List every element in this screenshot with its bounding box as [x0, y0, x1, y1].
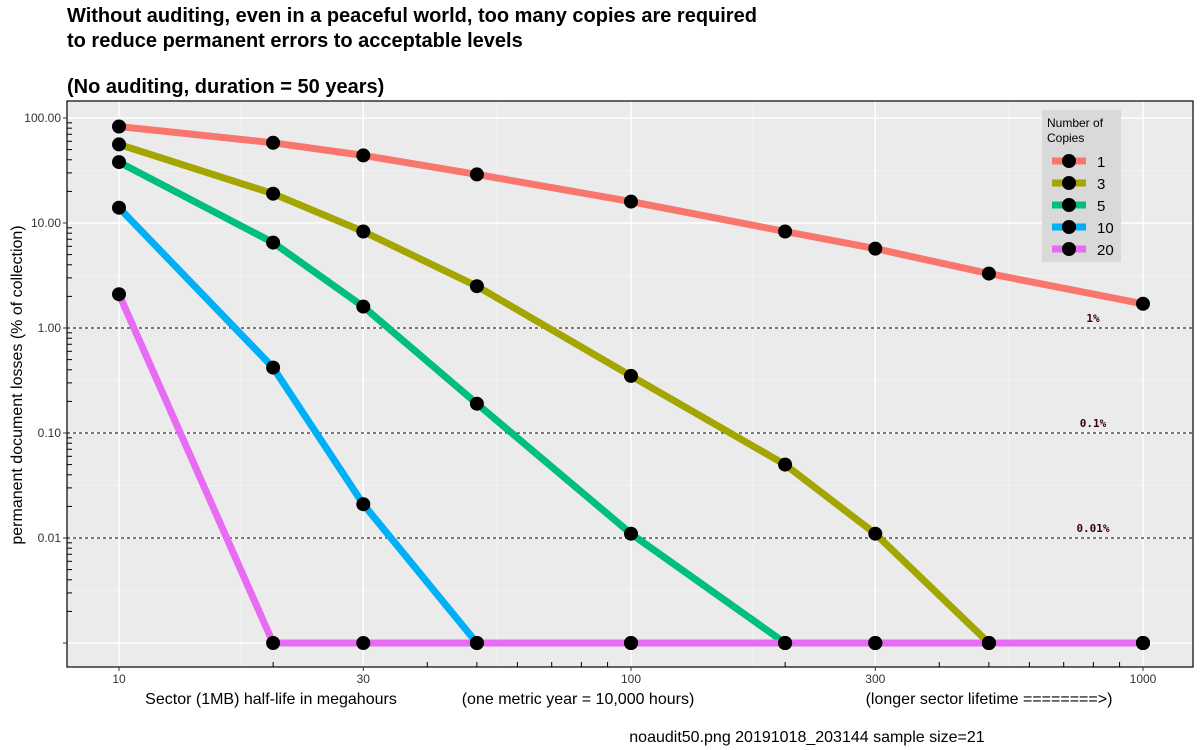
y-axis-title: permanent document losses (% of collecti…	[9, 225, 26, 544]
x-tick-label: 10	[112, 672, 126, 686]
x-tick-label: 1000	[1130, 672, 1157, 686]
data-point-20	[112, 287, 126, 302]
data-point-20	[356, 636, 371, 650]
data-point-10	[112, 200, 126, 215]
data-point-3	[266, 186, 281, 201]
caption: noaudit50.png 20191018_203144 sample siz…	[629, 729, 985, 746]
axis-ticks	[63, 117, 1144, 671]
legend-title-line-1: Number of	[1047, 116, 1104, 130]
data-point-5	[112, 155, 126, 170]
chart-title-line-1: Without auditing, even in a peaceful wor…	[67, 5, 757, 27]
data-point-1	[1136, 296, 1150, 311]
reference-labels: 1% 0.1% 0.01%	[1076, 312, 1109, 535]
legend-title-line-2: Copies	[1047, 131, 1084, 145]
data-point-20	[868, 636, 883, 650]
data-point-10	[356, 497, 371, 512]
data-point-20	[981, 636, 996, 650]
data-point-5	[624, 526, 638, 541]
data-point-3	[778, 457, 793, 472]
legend-items: 1 3 5 10 20	[1052, 154, 1114, 259]
data-point-1	[778, 224, 793, 239]
legend: Number of Copies 1 3 5 10 20	[1042, 110, 1121, 262]
data-point-20	[266, 636, 281, 650]
plot-border	[66, 100, 1194, 668]
data-point-3	[469, 279, 484, 294]
y-tick-label: 10.00	[31, 216, 61, 230]
data-point-20	[778, 636, 793, 650]
reference-label: 0.01%	[1076, 522, 1109, 535]
data-point-3	[868, 526, 883, 541]
x-axis-title-part-1: Sector (1MB) half-life in megahours	[145, 691, 397, 708]
legend-label-10: 10	[1097, 220, 1114, 237]
reference-label: 1%	[1086, 312, 1100, 325]
data-point-3	[112, 137, 126, 152]
data-point-1	[356, 148, 371, 163]
series-points	[112, 119, 1150, 650]
y-tick-label: 1.00	[38, 321, 62, 335]
data-point-1	[624, 194, 638, 209]
x-tick-label: 100	[621, 672, 641, 686]
legend-label-5: 5	[1097, 198, 1105, 215]
legend-label-1: 1	[1097, 154, 1105, 171]
data-point-1	[868, 241, 883, 256]
y-tick-label: 100.00	[24, 111, 61, 125]
data-point-1	[266, 135, 281, 150]
data-point-3	[624, 368, 638, 383]
plot-panel	[67, 101, 1193, 667]
data-point-3	[356, 224, 371, 239]
y-tick-label: 0.01	[38, 531, 62, 545]
data-point-5	[266, 235, 281, 250]
x-axis-title-part-3: (longer sector lifetime ========>)	[866, 691, 1113, 708]
data-point-5	[469, 396, 484, 411]
x-tick-label: 300	[865, 672, 885, 686]
y-tick-label: 0.10	[38, 426, 62, 440]
legend-label-20: 20	[1097, 242, 1114, 259]
chart-subtitle: (No auditing, duration = 50 years)	[67, 76, 384, 98]
legend-marker-20	[1062, 242, 1076, 256]
data-point-1	[469, 167, 484, 182]
legend-marker-5	[1062, 198, 1076, 212]
legend-marker-1	[1062, 154, 1076, 168]
tick-labels: 0.01 0.10 1.00 10.00 100.00 10 30 100 300 1000	[24, 111, 1156, 686]
data-point-1	[981, 266, 996, 281]
data-point-1	[112, 119, 126, 134]
data-point-5	[356, 299, 371, 314]
legend-marker-3	[1062, 176, 1076, 190]
data-point-20	[1136, 636, 1150, 650]
reference-label: 0.1%	[1080, 417, 1107, 430]
x-tick-label: 30	[357, 672, 371, 686]
data-point-20	[624, 636, 638, 650]
x-axis-title-part-2: (one metric year = 10,000 hours)	[462, 691, 695, 708]
chart-title-line-2: to reduce permanent errors to acceptable…	[67, 30, 523, 52]
legend-label-3: 3	[1097, 176, 1105, 193]
reference-lines	[67, 327, 1193, 539]
legend-marker-10	[1062, 220, 1076, 234]
data-point-10	[266, 360, 281, 375]
data-point-20	[469, 636, 484, 650]
